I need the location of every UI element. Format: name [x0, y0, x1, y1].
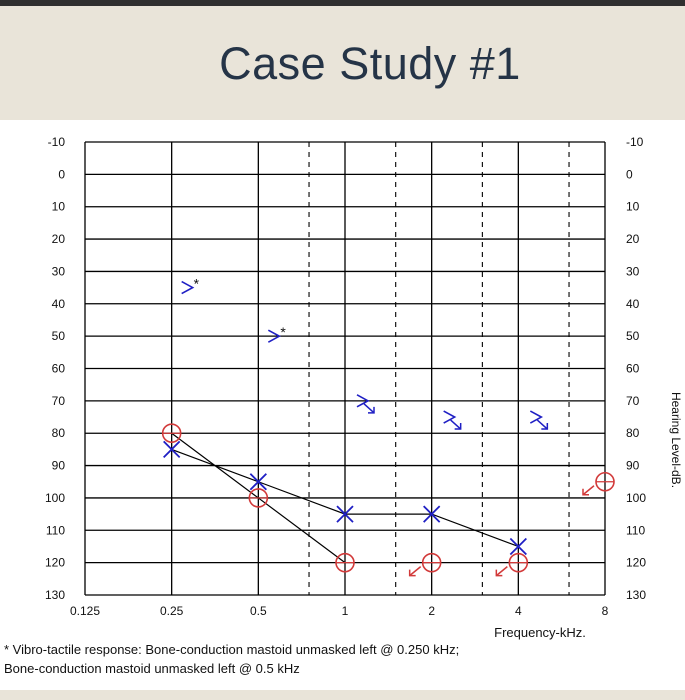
y-tick-label: 70 — [52, 394, 66, 408]
x-tick-label: 0.25 — [160, 604, 184, 618]
x-tick-label: 0.125 — [70, 604, 100, 618]
no-response-arrow — [450, 419, 462, 430]
y-tick-label: 110 — [46, 523, 65, 537]
y-tick-labels-right: -10 0 10 20 30 40 50 60 70 80 90 100 110 120 130 — [626, 135, 646, 602]
y-tick-label: 120 — [626, 556, 646, 570]
y-tick-label: 70 — [626, 394, 640, 408]
y-tick-label: 20 — [52, 232, 66, 246]
left-ear-x-marker — [336, 505, 354, 523]
no-response-arrowhead — [454, 423, 462, 430]
left-ear-x-marker — [249, 473, 267, 491]
y-tick-label: 90 — [626, 459, 640, 473]
y-tick-label: 90 — [52, 459, 66, 473]
left-ear-x-marker — [509, 537, 527, 556]
y-tick-label: -10 — [626, 135, 644, 149]
y-tick-label: 100 — [626, 491, 646, 505]
y-tick-label: 130 — [626, 588, 646, 602]
x-axis-title: Frequency-kHz. — [494, 625, 586, 640]
vibrotactile-asterisk: * — [194, 276, 200, 292]
no-response-arrow — [363, 403, 375, 414]
y-tick-label: 40 — [52, 297, 66, 311]
x-tick-label: 4 — [515, 604, 522, 618]
y-tick-label: 10 — [52, 200, 66, 214]
top-border — [0, 0, 685, 6]
left-ear-bone-marker — [267, 329, 282, 343]
y-tick-label: 30 — [626, 264, 640, 278]
y-tick-label: 80 — [626, 426, 640, 440]
left-ear-x-marker — [423, 505, 441, 523]
x-tick-label: 0.5 — [250, 604, 267, 618]
y-tick-labels-left: -10 0 10 20 30 40 50 60 70 80 90 100 110 120 130 — [45, 135, 65, 602]
vibrotactile-asterisk: * — [280, 324, 286, 340]
left-ear-bone-marker — [356, 394, 370, 408]
no-response-arrowhead — [495, 569, 503, 577]
x-tick-label: 2 — [428, 604, 435, 618]
bottom-band — [0, 690, 685, 700]
y-tick-label: 110 — [626, 523, 645, 537]
no-response-arrowhead — [408, 569, 416, 577]
no-response-arrowhead — [368, 406, 375, 414]
no-response-arrow — [536, 419, 548, 430]
y-tick-label: -10 — [48, 135, 66, 149]
y-tick-label: 80 — [52, 426, 66, 440]
y-tick-label: 50 — [626, 329, 640, 343]
y-tick-label: 100 — [45, 491, 65, 505]
data-markers: ** — [161, 276, 615, 577]
y-tick-label: 0 — [58, 167, 65, 181]
y-tick-label: 60 — [626, 362, 640, 376]
left-ear-bone-marker — [181, 280, 195, 295]
y-tick-label: 40 — [626, 297, 640, 311]
y-tick-label: 50 — [52, 329, 66, 343]
y-axis-title: Hearing Level-dB. — [669, 392, 683, 488]
y-tick-label: 10 — [626, 200, 640, 214]
no-response-arrow — [582, 485, 595, 496]
x-tick-labels: 0.125 0.25 0.5 1 2 4 8 — [70, 604, 609, 618]
y-tick-label: 20 — [626, 232, 640, 246]
x-tick-label: 1 — [342, 604, 349, 618]
no-response-arrow — [409, 566, 422, 577]
no-response-arrowhead — [541, 423, 549, 430]
left-ear-bone-marker — [529, 410, 544, 424]
y-tick-label: 60 — [52, 362, 66, 376]
y-tick-label: 30 — [52, 264, 66, 278]
slide-title: Case Study #1 — [219, 38, 521, 89]
no-response-arrow — [495, 566, 508, 577]
no-response-arrowhead — [582, 488, 589, 496]
left-ear-bone-marker — [443, 410, 457, 424]
footnote-line-1: * Vibro-tactile response: Bone-conductio… — [4, 642, 460, 657]
y-tick-label: 0 — [626, 167, 633, 181]
y-tick-label: 120 — [45, 556, 65, 570]
footnote-line-2: Bone-conduction mastoid unmasked left @ … — [4, 661, 300, 676]
grid-vertical — [84, 142, 606, 595]
x-tick-label: 8 — [602, 604, 609, 618]
left-ear-x-marker — [163, 440, 181, 459]
title-band — [0, 6, 685, 120]
y-tick-label: 130 — [45, 588, 65, 602]
